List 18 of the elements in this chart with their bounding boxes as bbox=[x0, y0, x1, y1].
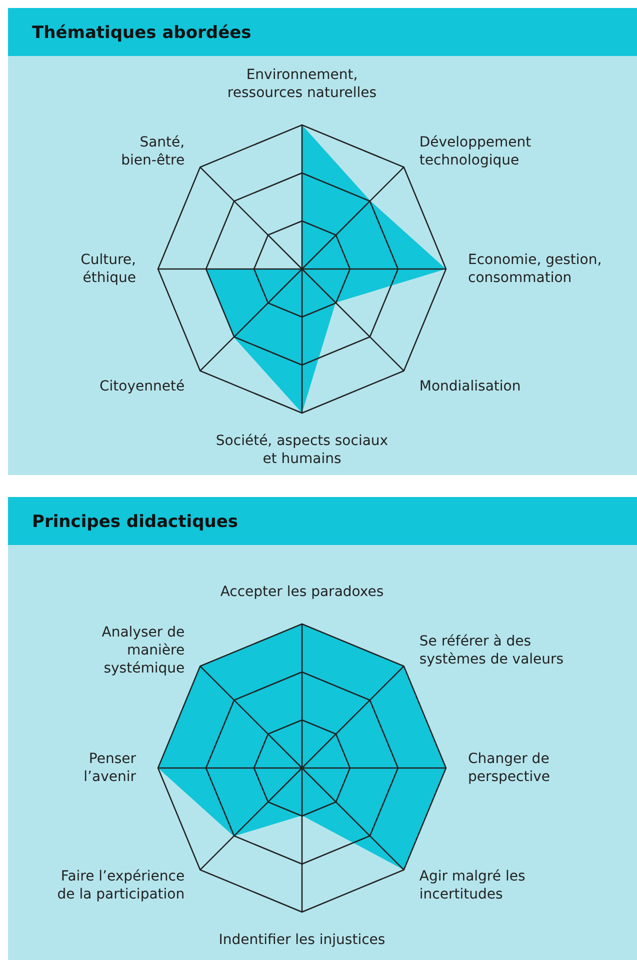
spoke-label: Se référer à des systèmes de valeurs bbox=[419, 634, 564, 668]
spoke-label: Indentifier les injustices bbox=[218, 932, 386, 948]
spoke-label: Faire l’expérience de la participation bbox=[57, 868, 185, 902]
spoke-label: Economie, gestion, consommation bbox=[468, 252, 602, 286]
spoke-label: Citoyenneté bbox=[100, 378, 185, 394]
spoke-label: Penser l’avenir bbox=[84, 751, 136, 785]
spoke-label: Accepter les paradoxes bbox=[220, 584, 384, 600]
spoke-label: Environnement, ressources naturelles bbox=[227, 67, 377, 101]
chart-title: Thématiques abordées bbox=[32, 23, 252, 43]
chart-title: Principes didactiques bbox=[32, 512, 238, 532]
spoke-label: Agir malgré les incertitudes bbox=[419, 868, 526, 902]
spoke-label: Santé, bien-être bbox=[121, 134, 185, 169]
spoke-label: Culture, éthique bbox=[80, 252, 136, 286]
spoke-label: Société, aspects sociaux et humains bbox=[216, 433, 388, 467]
spoke-label: Changer de perspective bbox=[468, 751, 550, 785]
spoke-label: Analyser de manière systémique bbox=[102, 624, 185, 677]
spoke-label: Mondialisation bbox=[419, 378, 521, 394]
spoke-label: Développement technologique bbox=[419, 134, 532, 169]
